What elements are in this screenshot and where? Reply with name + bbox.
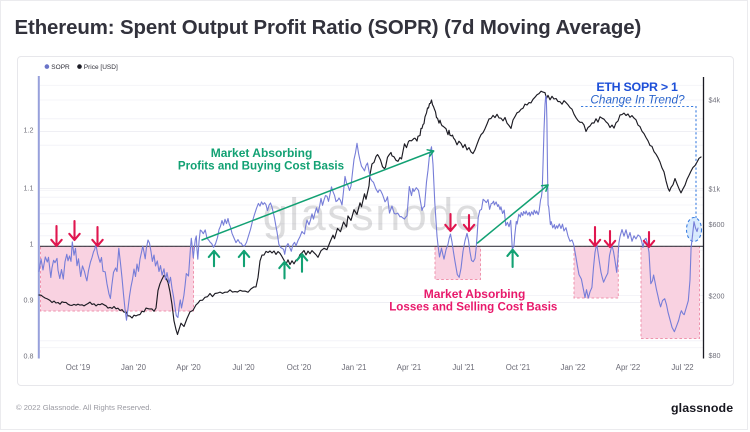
svg-text:0.9: 0.9	[24, 295, 34, 304]
svg-text:Apr '22: Apr '22	[616, 363, 640, 372]
svg-text:Apr '21: Apr '21	[397, 363, 421, 372]
svg-text:$200: $200	[709, 291, 725, 300]
svg-text:1.1: 1.1	[24, 183, 34, 192]
svg-text:Oct '20: Oct '20	[287, 363, 312, 372]
svg-text:ETH SOPR > 1: ETH SOPR > 1	[596, 80, 678, 94]
svg-text:Profits and Buying Cost Basis: Profits and Buying Cost Basis	[178, 160, 344, 173]
svg-text:Change In Trend?: Change In Trend?	[590, 93, 685, 107]
svg-text:Jul '22: Jul '22	[671, 363, 693, 372]
svg-text:Jan '22: Jan '22	[561, 363, 586, 372]
svg-text:Oct '21: Oct '21	[506, 363, 530, 372]
svg-text:Jul '21: Jul '21	[452, 363, 474, 372]
svg-text:Jan '21: Jan '21	[342, 363, 367, 372]
svg-text:Losses and Selling Cost Basis: Losses and Selling Cost Basis	[389, 300, 557, 313]
svg-text:Jul '20: Jul '20	[232, 363, 255, 372]
svg-text:Price [USD]: Price [USD]	[84, 64, 118, 71]
svg-text:0.8: 0.8	[24, 351, 34, 360]
svg-text:$600: $600	[709, 220, 725, 229]
svg-text:Apr '20: Apr '20	[176, 363, 201, 372]
svg-text:glassnode: glassnode	[263, 189, 482, 240]
svg-text:Jan '20: Jan '20	[121, 363, 147, 372]
svg-text:Market Absorbing: Market Absorbing	[424, 287, 526, 301]
svg-text:1: 1	[30, 239, 34, 248]
svg-text:$1k: $1k	[709, 184, 721, 193]
svg-text:$80: $80	[709, 351, 721, 360]
svg-text:Market Absorbing: Market Absorbing	[211, 146, 313, 160]
svg-text:$4k: $4k	[709, 96, 721, 105]
svg-text:1.2: 1.2	[24, 125, 34, 134]
svg-text:Oct '19: Oct '19	[66, 363, 90, 372]
svg-text:SOPR: SOPR	[51, 64, 70, 71]
